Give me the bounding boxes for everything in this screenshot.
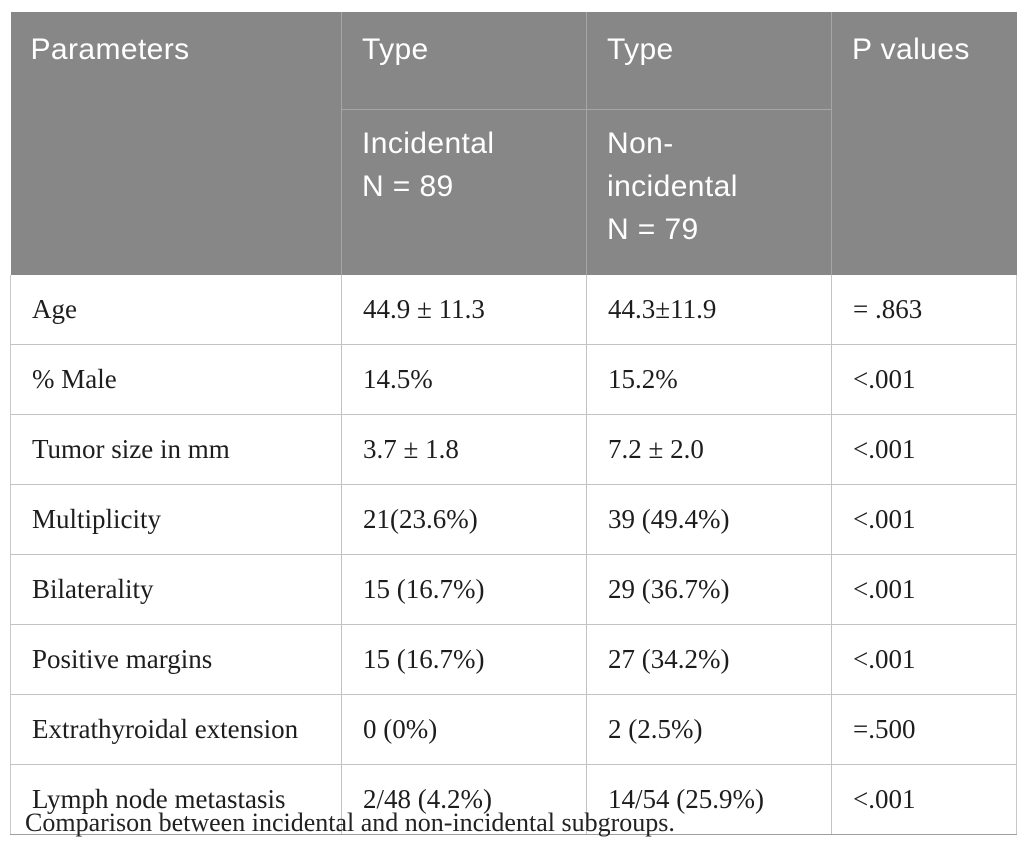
cell-non-incidental: 39 (49.4%) [586, 484, 832, 555]
table-row: % Male 14.5% 15.2% <.001 [10, 344, 1017, 415]
cell-p-value: <.001 [831, 484, 1017, 555]
cell-incidental: 3.7 ± 1.8 [341, 414, 587, 485]
table-row: Tumor size in mm 3.7 ± 1.8 7.2 ± 2.0 <.0… [10, 414, 1017, 485]
cell-incidental: 0 (0%) [341, 694, 587, 765]
cell-parameter: Multiplicity [10, 484, 342, 555]
table-row: Bilaterality 15 (16.7%) 29 (36.7%) <.001 [10, 554, 1017, 625]
cell-non-incidental: 2 (2.5%) [586, 694, 832, 765]
subheader-nonincidental-n: Non- incidental N = 79 [586, 109, 832, 275]
cell-p-value: <.001 [831, 344, 1017, 415]
cell-incidental: 44.9 ± 11.3 [341, 275, 587, 345]
cell-p-value: <.001 [831, 764, 1017, 835]
cell-p-value: <.001 [831, 624, 1017, 695]
cell-non-incidental: 7.2 ± 2.0 [586, 414, 832, 485]
header-p-values: P values [831, 12, 1017, 275]
cell-incidental: 15 (16.7%) [341, 624, 587, 695]
table-row: Lymph node metastasis 2/48 (4.2%) 14/54 … [10, 764, 1017, 835]
cell-incidental: 21(23.6%) [341, 484, 587, 555]
cell-non-incidental: 15.2% [586, 344, 832, 415]
header-type-incidental: Type [341, 12, 587, 110]
cell-non-incidental: 27 (34.2%) [586, 624, 832, 695]
cell-p-value: =.500 [831, 694, 1017, 765]
cell-parameter: Tumor size in mm [10, 414, 342, 485]
cell-p-value: <.001 [831, 554, 1017, 625]
table-row: Age 44.9 ± 11.3 44.3±11.9 = .863 [10, 275, 1017, 345]
table-caption: Comparison between incidental and non-in… [25, 808, 675, 837]
cell-non-incidental: 44.3±11.9 [586, 275, 832, 345]
cell-incidental: 2/48 (4.2%) [341, 764, 587, 835]
cell-non-incidental: 29 (36.7%) [586, 554, 832, 625]
table-row: Multiplicity 21(23.6%) 39 (49.4%) <.001 [10, 484, 1017, 555]
cell-incidental: 14.5% [341, 344, 587, 415]
table-header: Parameters Type Type P values Incidental… [10, 12, 1017, 275]
cell-p-value: <.001 [831, 414, 1017, 485]
table-row: Positive margins 15 (16.7%) 27 (34.2%) <… [10, 624, 1017, 695]
cell-parameter: Lymph node metastasis [10, 764, 342, 835]
table-body: Age 44.9 ± 11.3 44.3±11.9 = .863 % Male … [10, 275, 1017, 835]
cell-parameter: % Male [10, 344, 342, 415]
cell-parameter: Positive margins [10, 624, 342, 695]
header-type-nonincidental: Type [586, 12, 832, 110]
cell-parameter: Age [10, 275, 342, 345]
cell-parameter: Extrathyroidal extension [10, 694, 342, 765]
cell-incidental: 15 (16.7%) [341, 554, 587, 625]
header-parameters: Parameters [10, 12, 342, 275]
cell-parameter: Bilaterality [10, 554, 342, 625]
comparison-table: Parameters Type Type P values Incidental… [10, 12, 1017, 835]
cell-p-value: = .863 [831, 275, 1017, 345]
subheader-incidental-n: Incidental N = 89 [341, 109, 587, 275]
cell-non-incidental: 14/54 (25.9%) [586, 764, 832, 835]
table-row: Extrathyroidal extension 0 (0%) 2 (2.5%)… [10, 694, 1017, 765]
